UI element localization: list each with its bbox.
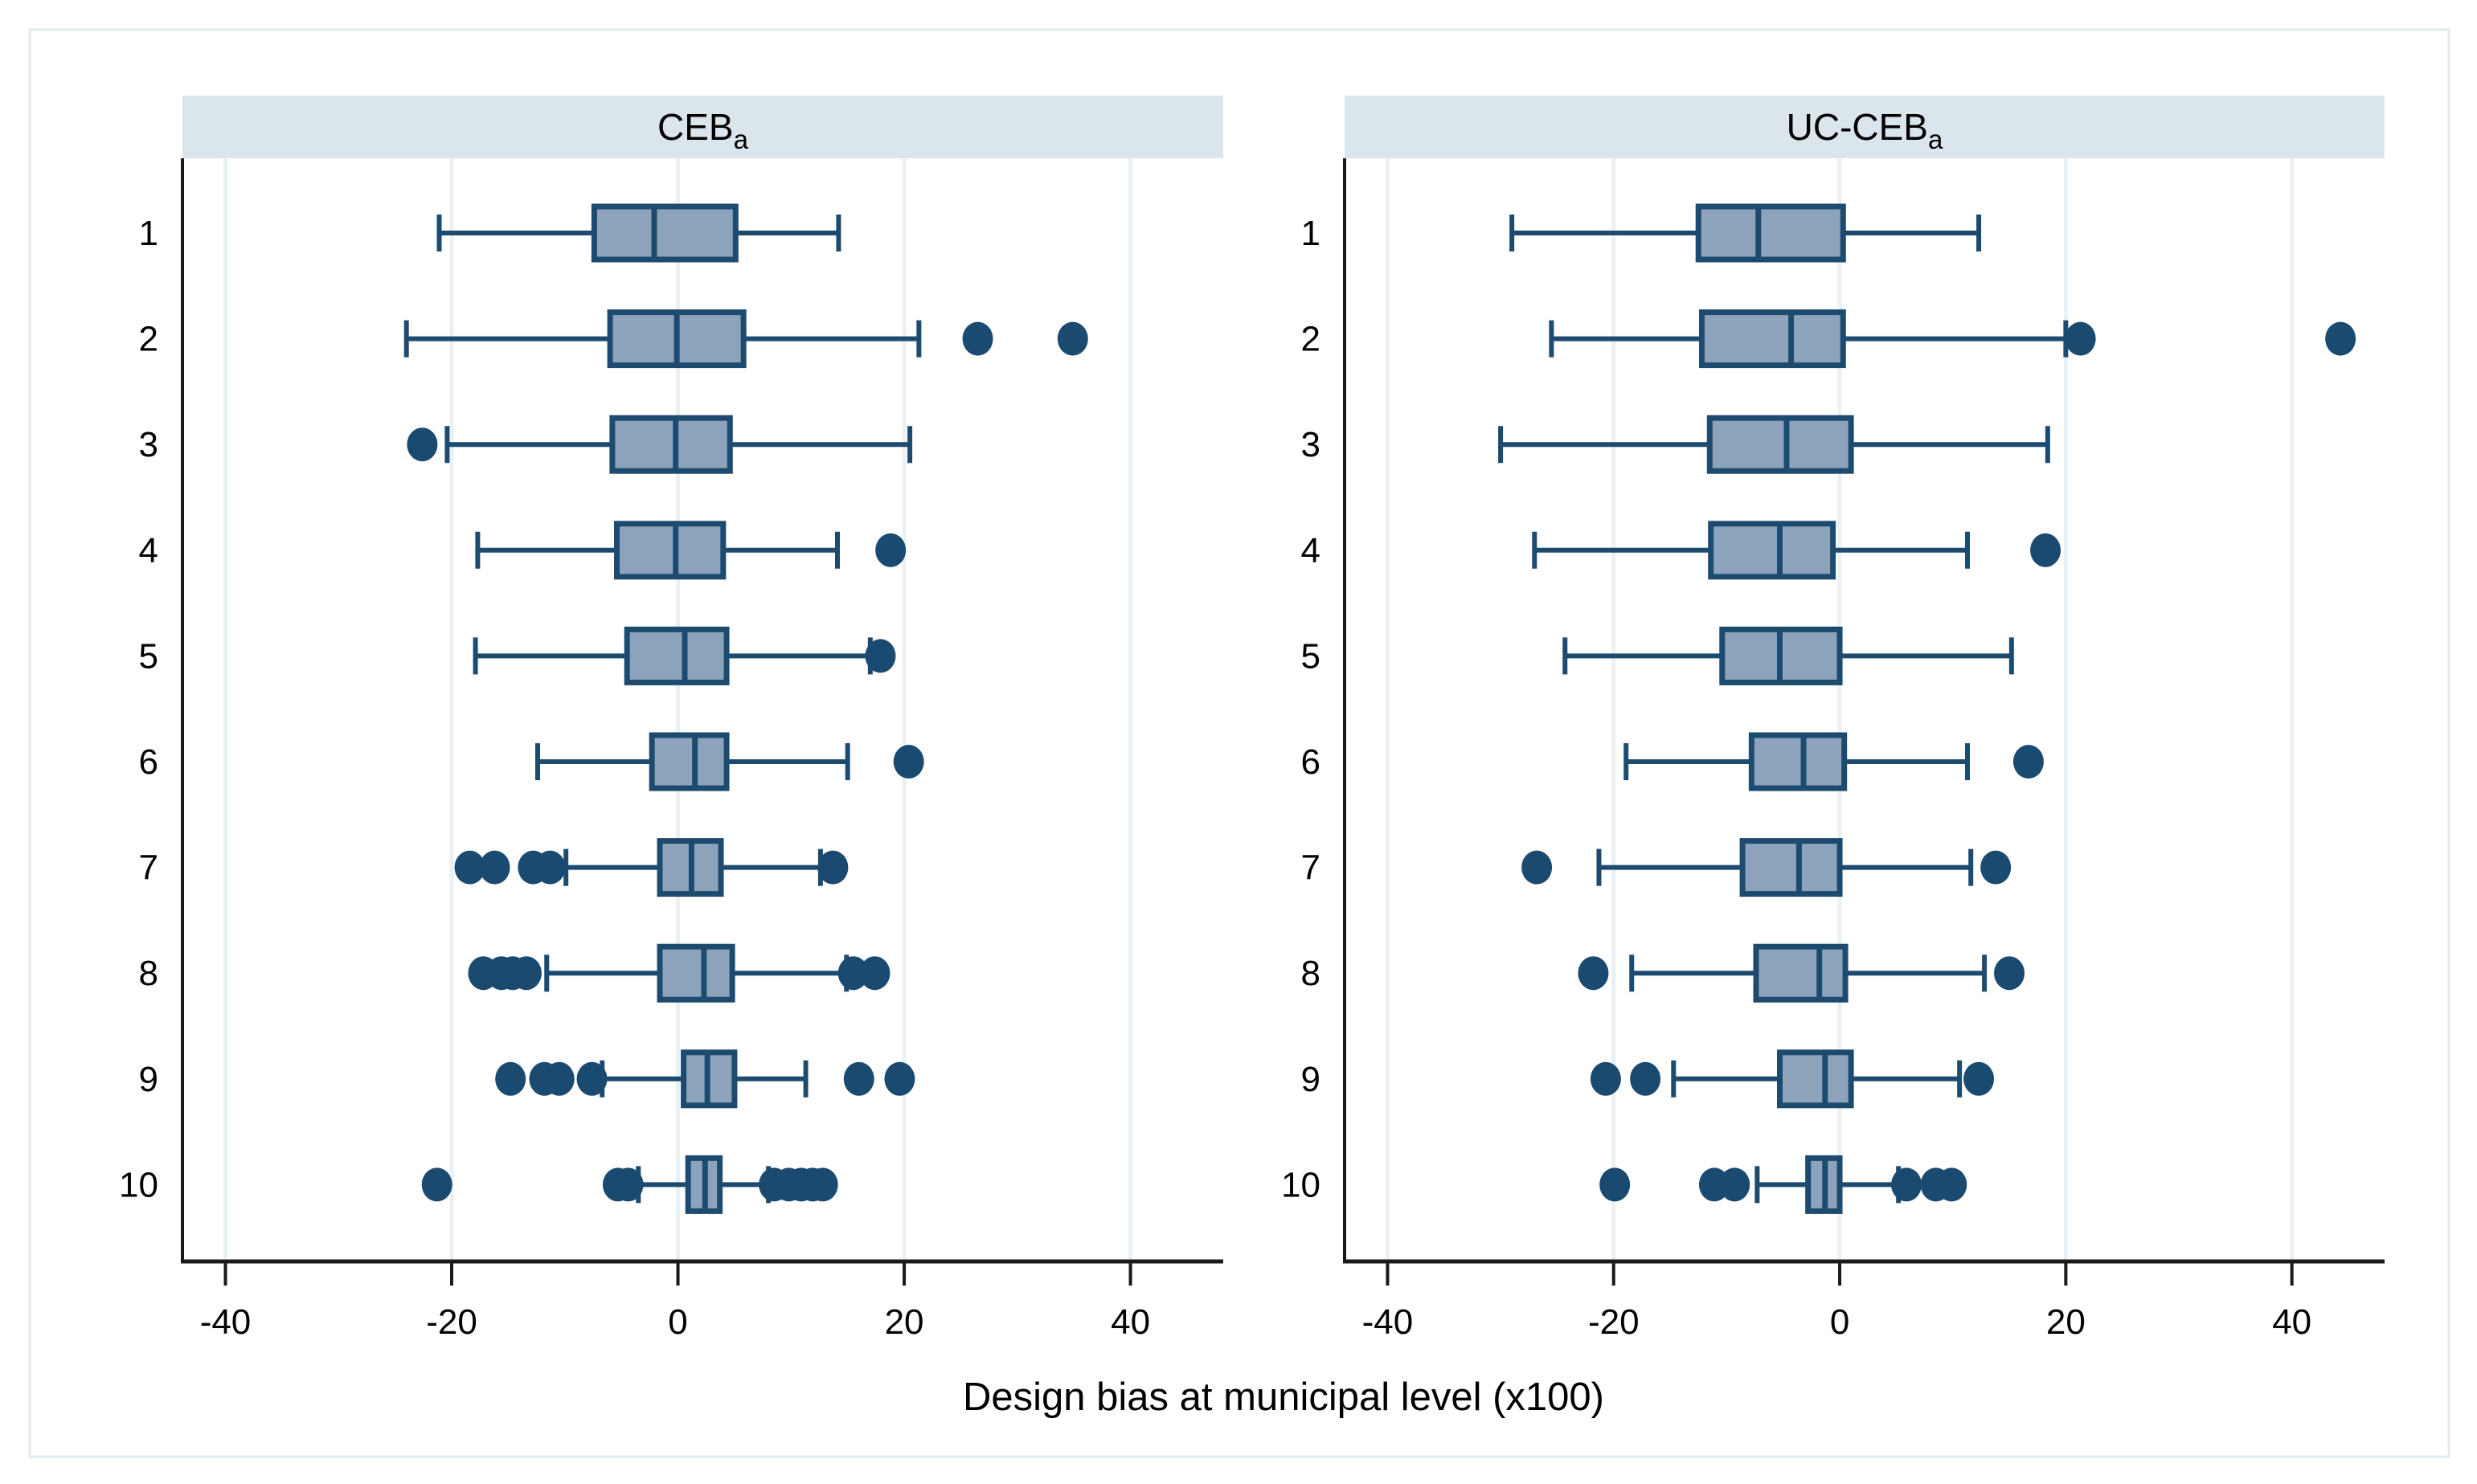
row-label: 1 [139, 214, 158, 253]
box-rect [1695, 203, 1846, 263]
outlier-dot [1936, 1167, 1967, 1202]
row-label: 10 [119, 1165, 158, 1204]
outlier-dot [495, 1061, 526, 1096]
box-rect [614, 521, 727, 580]
row-label: 3 [139, 425, 158, 464]
x-tick-label: -20 [426, 1302, 477, 1342]
outlier-dot [479, 850, 510, 885]
outlier-dot [865, 639, 896, 673]
outlier-dot [1630, 1061, 1661, 1096]
row-label: 7 [1301, 848, 1320, 888]
outlier-dot [1994, 956, 2025, 991]
row-label: 5 [139, 636, 158, 676]
outlier-dot [407, 427, 438, 462]
outlier-dot [817, 850, 849, 885]
outlier-dot [543, 1061, 575, 1096]
box-rect [1739, 838, 1843, 897]
row-label: 6 [139, 742, 158, 782]
outlier-dot [2325, 321, 2356, 356]
row-label: 1 [1301, 214, 1320, 253]
outlier-dot [859, 956, 890, 991]
outlier-dot [962, 321, 993, 356]
outlier-dot [534, 850, 566, 885]
box-rect [591, 203, 739, 263]
row-label: 2 [139, 320, 158, 359]
row-label: 2 [1301, 320, 1320, 359]
row-label: 8 [1301, 954, 1320, 993]
box-rect [609, 415, 733, 474]
box-rect [1748, 732, 1848, 791]
box-rect [649, 732, 730, 791]
x-tick-label: -40 [200, 1302, 252, 1342]
outlier-dot [1599, 1167, 1631, 1202]
outlier-dot [1891, 1167, 1922, 1202]
panel-title-band [1345, 96, 2385, 158]
outlier-dot [454, 850, 485, 885]
box-rect [624, 626, 730, 685]
outlier-dot [884, 1061, 915, 1096]
x-tick-label: 40 [2272, 1302, 2311, 1342]
outlier-dot [1980, 850, 2012, 885]
outlier-dot [421, 1167, 452, 1202]
box-rect [1777, 1049, 1854, 1109]
box-rect [1708, 521, 1836, 580]
outlier-dot [807, 1167, 838, 1202]
panel-title: CEBa [657, 106, 749, 154]
row-label: 10 [1281, 1165, 1320, 1204]
outlier-dot [1963, 1061, 1995, 1096]
x-tick-label: 20 [885, 1302, 924, 1342]
outlier-dot [2012, 745, 2044, 779]
row-label: 4 [1301, 531, 1320, 570]
outlier-dot [1578, 956, 1609, 991]
outlier-dot [893, 745, 924, 779]
panel-title: UC-CEBa [1787, 106, 1943, 154]
x-tick-label: -20 [1588, 1302, 1640, 1342]
box-rect [1698, 309, 1846, 369]
outlier-dot [837, 956, 869, 991]
row-label: 7 [139, 848, 158, 888]
outlier-dot [576, 1061, 608, 1096]
x-tick-label: 20 [2046, 1302, 2086, 1342]
row-label: 9 [1301, 1060, 1320, 1099]
outlier-dot [843, 1061, 874, 1096]
outlier-dot [612, 1167, 644, 1202]
box-rect [657, 943, 735, 1003]
outlier-dot [875, 533, 907, 567]
panel-title-band [182, 96, 1223, 158]
x-axis-title: Design bias at municipal level (x100) [963, 1376, 1604, 1419]
row-label: 9 [139, 1060, 158, 1099]
row-label: 4 [139, 531, 158, 570]
outlier-dot [1521, 850, 1553, 885]
outlier-dot [2030, 533, 2061, 567]
x-tick-label: 0 [1830, 1302, 1849, 1342]
outlier-dot [1057, 321, 1088, 356]
figure-border [28, 28, 2450, 1458]
outlier-dot [2065, 321, 2096, 356]
box-rect [1753, 943, 1849, 1003]
x-tick-label: -40 [1362, 1302, 1414, 1342]
x-tick-label: 0 [668, 1302, 687, 1342]
outlier-dot [1719, 1167, 1750, 1202]
outlier-dot [510, 956, 542, 991]
row-label: 6 [1301, 742, 1320, 782]
outlier-dot [1590, 1061, 1621, 1096]
row-label: 3 [1301, 425, 1320, 464]
x-tick-label: 40 [1111, 1302, 1150, 1342]
row-label: 5 [1301, 636, 1320, 676]
box-rect [1706, 415, 1854, 474]
row-label: 8 [139, 954, 158, 993]
